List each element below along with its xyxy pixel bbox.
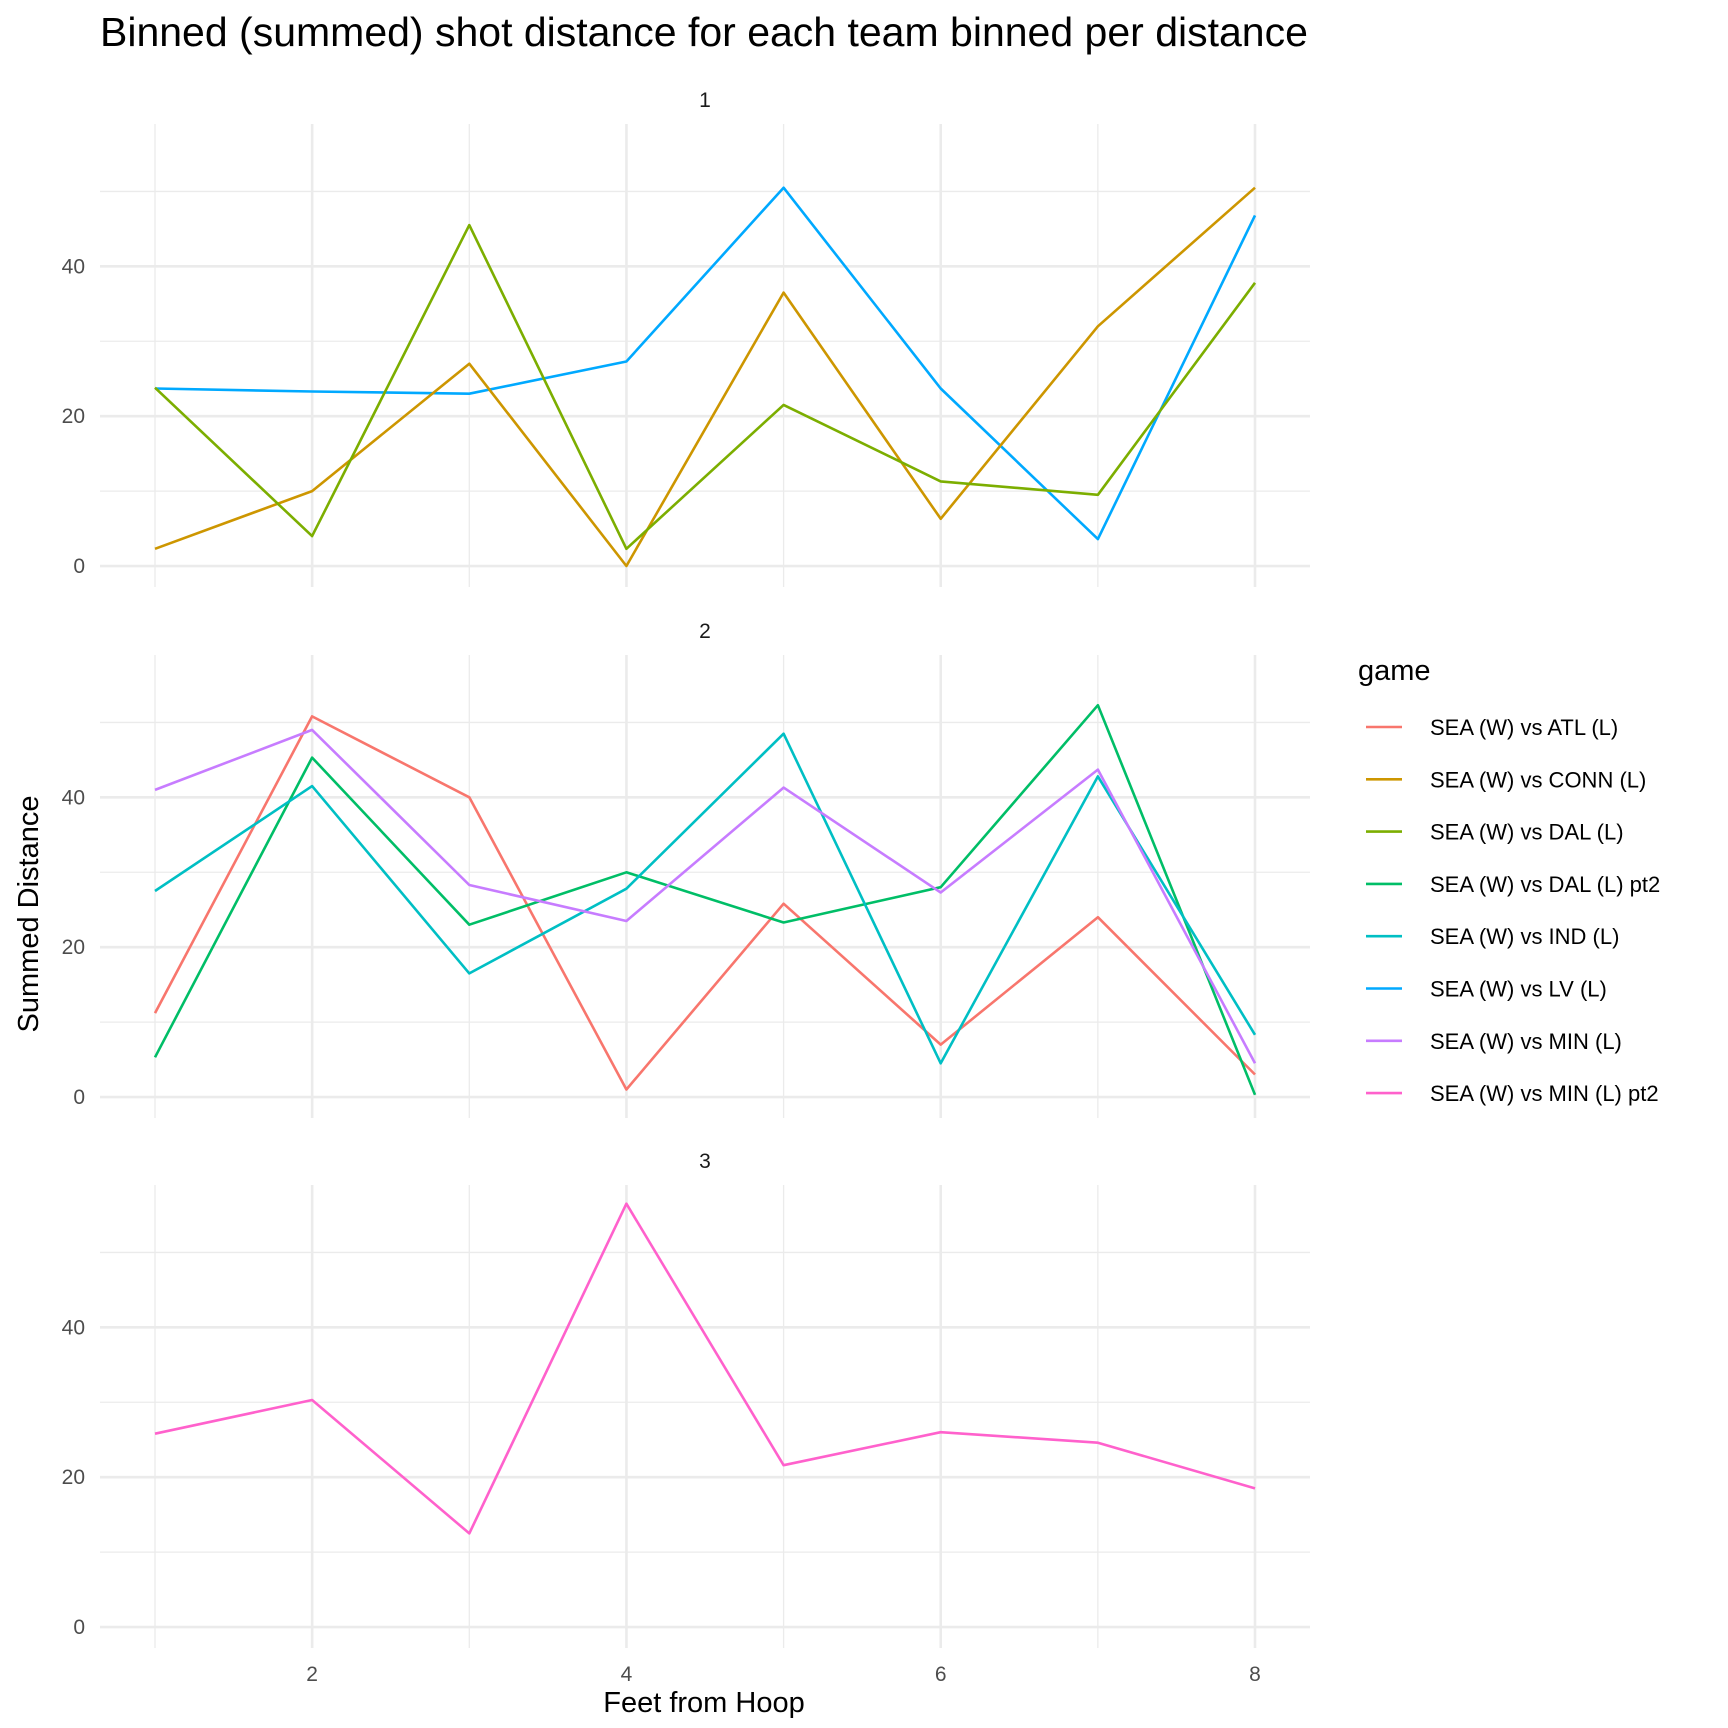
y-tick-label: 40 <box>62 1316 85 1339</box>
y-tick-label: 0 <box>73 555 85 578</box>
legend-label: SEA (W) vs IND (L) <box>1430 924 1619 949</box>
series-line-sea-w-vs-lv-l <box>154 186 1257 541</box>
legend-label: SEA (W) vs LV (L) <box>1430 977 1607 1002</box>
series-line-sea-w-vs-min-l <box>154 728 1257 1064</box>
x-tick-label: 8 <box>1249 1663 1261 1686</box>
series-line-sea-w-vs-conn-l <box>154 186 1256 568</box>
facet-panel-3: 3 0 20 40 2 4 6 8 <box>62 1150 1310 1686</box>
y-tick-label: 40 <box>62 786 85 809</box>
legend: game SEA (W) vs ATL (L) SEA (W) vs CONN (… <box>1358 655 1660 1106</box>
y-tick-label: 20 <box>62 1466 85 1489</box>
series-line-sea-w-vs-min-l-pt2 <box>154 1202 1256 1535</box>
series-line-sea-w-vs-dal-l <box>154 223 1257 551</box>
legend-label: SEA (W) vs DAL (L) <box>1430 820 1624 845</box>
facet-panel-1: 1 0 20 40 <box>62 89 1310 587</box>
legend-item: SEA (W) vs DAL (L) pt2 <box>1366 872 1660 897</box>
legend-title: game <box>1358 655 1431 687</box>
y-tick-label: 20 <box>62 405 85 428</box>
legend-item: SEA (W) vs IND (L) <box>1366 924 1619 949</box>
y-tick-label: 40 <box>62 255 85 278</box>
y-tick-label: 0 <box>73 1616 85 1639</box>
y-axis-title: Summed Distance <box>13 796 45 1033</box>
series-line-sea-w-vs-atl-l <box>153 715 1256 1091</box>
series-line-sea-w-vs-dal-l-pt2 <box>153 703 1257 1096</box>
legend-item: SEA (W) vs ATL (L) <box>1366 715 1618 740</box>
x-tick-label: 4 <box>621 1663 633 1686</box>
legend-item: SEA (W) vs MIN (L) pt2 <box>1366 1081 1659 1106</box>
series-line-sea-w-vs-ind-l <box>154 732 1257 1065</box>
legend-item: SEA (W) vs DAL (L) <box>1366 820 1624 845</box>
y-tick-label: 0 <box>73 1086 85 1109</box>
legend-label: SEA (W) vs ATL (L) <box>1430 715 1618 740</box>
legend-item: SEA (W) vs LV (L) <box>1366 977 1607 1002</box>
facet-strip-label: 2 <box>699 620 711 643</box>
facet-strip-label: 3 <box>699 1150 711 1173</box>
x-axis-title: Feet from Hoop <box>603 1687 804 1719</box>
legend-label: SEA (W) vs CONN (L) <box>1430 767 1646 792</box>
legend-label: SEA (W) vs MIN (L) pt2 <box>1430 1081 1659 1106</box>
legend-label: SEA (W) vs DAL (L) pt2 <box>1430 872 1660 897</box>
chart-title: Binned (summed) shot distance for each t… <box>100 9 1308 55</box>
legend-label: SEA (W) vs MIN (L) <box>1430 1029 1622 1054</box>
x-tick-label: 6 <box>935 1663 947 1686</box>
legend-item: SEA (W) vs CONN (L) <box>1366 767 1646 792</box>
x-tick-label: 2 <box>306 1663 318 1686</box>
y-tick-label: 20 <box>62 936 85 959</box>
legend-item: SEA (W) vs MIN (L) <box>1366 1029 1622 1054</box>
facet-strip-label: 1 <box>699 89 711 112</box>
